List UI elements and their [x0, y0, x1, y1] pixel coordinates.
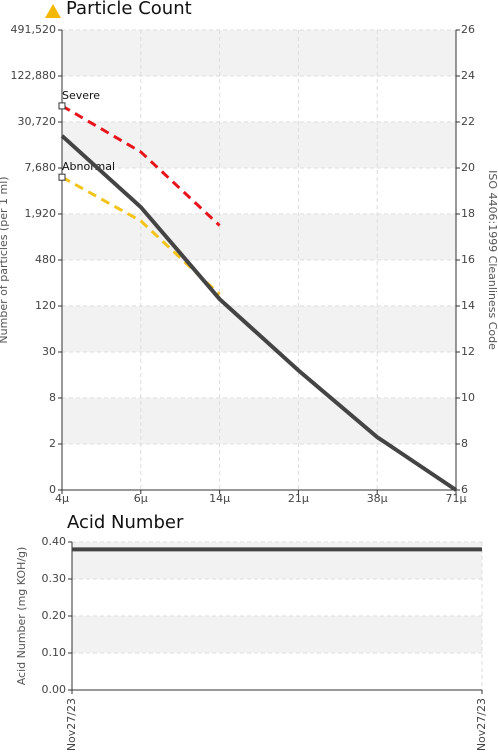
x-tick-label: 38μ — [367, 492, 388, 505]
series-line — [61, 175, 221, 296]
x-tick-label: Nov27/23 — [65, 698, 78, 751]
y2-tick-label: 18 — [461, 207, 475, 220]
warning-icon — [45, 4, 61, 18]
y-tick-label: 122,880 — [11, 69, 57, 82]
y-tick-label: 0.20 — [42, 609, 67, 622]
band — [62, 398, 456, 444]
y-tick-label: 0.00 — [42, 683, 67, 696]
x-tick-label: 14μ — [209, 492, 230, 505]
chart-title: Particle Count — [66, 0, 192, 19]
y2-tick-label: 12 — [461, 345, 475, 358]
series-line — [60, 134, 458, 492]
y-tick-label: 0.10 — [42, 646, 67, 659]
y-tick-label: 0.30 — [42, 572, 67, 585]
chart-title: Acid Number — [67, 512, 184, 533]
x-tick-label: 21μ — [288, 492, 309, 505]
y-tick-label: 7,680 — [25, 161, 57, 174]
y2-tick-label: 22 — [461, 115, 475, 128]
series-line — [61, 104, 221, 227]
y2-axis-label: ISO 4406:1999 Cleanliness Code — [486, 170, 498, 350]
band — [62, 122, 456, 168]
band — [62, 214, 456, 260]
y2-tick-label: 16 — [461, 253, 475, 266]
y-tick-label: 480 — [35, 253, 56, 266]
y-tick-label: 2 — [49, 437, 56, 450]
y-axis-label: Acid Number (mg KOH/g) — [15, 547, 28, 686]
y2-tick-label: 14 — [461, 299, 475, 312]
y2-tick-label: 6 — [461, 483, 468, 496]
series-label: Severe — [62, 89, 100, 102]
y2-tick-label: 26 — [461, 23, 475, 36]
y-tick-label: 30 — [42, 345, 56, 358]
y2-tick-label: 8 — [461, 437, 468, 450]
y-tick-label: 0.40 — [42, 535, 67, 548]
band — [62, 306, 456, 352]
y-tick-label: 491,520 — [11, 23, 57, 36]
x-tick-label: 4μ — [55, 492, 69, 505]
y-axis-label: Number of particles (per 1 ml) — [0, 176, 10, 343]
limit-marker — [58, 102, 66, 110]
y-tick-label: 30,720 — [18, 115, 57, 128]
limit-marker — [58, 173, 66, 181]
y2-tick-label: 10 — [461, 391, 475, 404]
y-tick-label: 120 — [35, 299, 56, 312]
band — [62, 30, 456, 76]
band — [72, 616, 482, 653]
y2-tick-label: 20 — [461, 161, 475, 174]
y-tick-label: 0 — [49, 483, 56, 496]
y-tick-label: 8 — [49, 391, 56, 404]
y-tick-label: 1,920 — [25, 207, 57, 220]
x-tick-label: 6μ — [134, 492, 148, 505]
x-tick-label: Nov27/23 — [475, 698, 488, 751]
x-tick-label: 71μ — [446, 492, 467, 505]
y2-tick-label: 24 — [461, 69, 475, 82]
